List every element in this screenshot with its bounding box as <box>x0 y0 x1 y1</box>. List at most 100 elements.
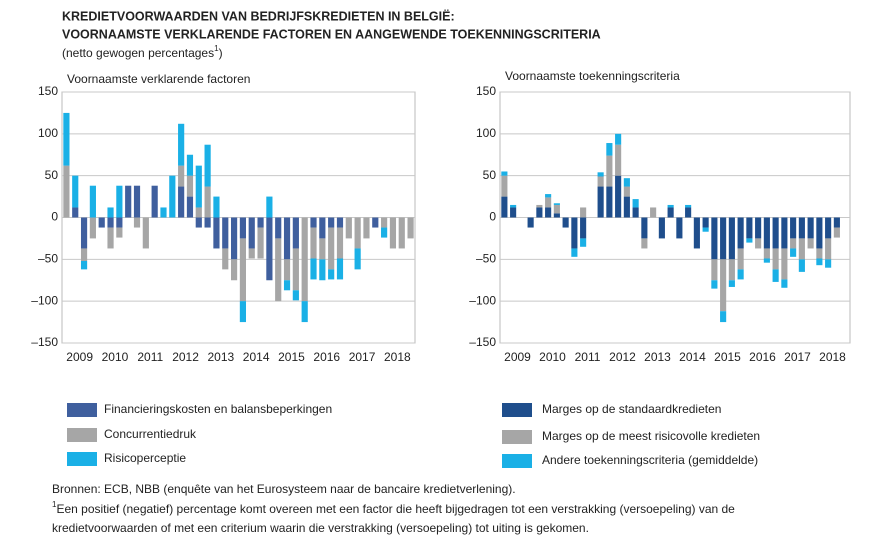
bar <box>720 217 727 260</box>
bar <box>222 217 229 249</box>
bar <box>213 217 220 249</box>
bar <box>580 217 587 239</box>
bar <box>195 207 202 218</box>
bar <box>107 217 114 228</box>
bar <box>301 217 308 302</box>
bar <box>711 259 718 281</box>
bar <box>407 217 414 239</box>
bar <box>571 217 578 249</box>
bar <box>398 217 405 249</box>
x-tick-label: 2017 <box>784 350 811 364</box>
bar <box>615 175 622 218</box>
bar <box>116 217 123 228</box>
bar <box>597 172 604 177</box>
bar <box>389 217 397 249</box>
bar <box>816 258 823 266</box>
legend-swatch <box>67 428 97 442</box>
note-text: Een positief (negatief) percentage komt … <box>56 502 735 516</box>
bar <box>763 248 770 259</box>
legend-label: Marges op de standaardkredieten <box>542 402 721 416</box>
bar <box>501 196 508 218</box>
subtitle-text: ) <box>219 46 223 60</box>
bar <box>266 217 273 281</box>
y-tick-label: –100 <box>469 293 496 307</box>
bar <box>606 143 613 156</box>
bar <box>711 217 718 260</box>
bar <box>125 185 132 218</box>
bar <box>553 213 560 218</box>
bar <box>328 217 335 228</box>
bar <box>737 217 744 249</box>
bar <box>133 217 141 228</box>
bar <box>72 207 79 218</box>
bar <box>510 207 517 218</box>
bar <box>790 248 797 257</box>
bar <box>763 258 770 263</box>
bar <box>107 207 114 218</box>
bar <box>632 199 639 208</box>
bar <box>755 238 762 249</box>
bar <box>292 290 299 301</box>
x-tick-label: 2016 <box>749 350 776 364</box>
x-tick-label: 2018 <box>384 350 411 364</box>
legend-label: Andere toekenningscriteria (gemiddelde) <box>542 453 758 467</box>
bar <box>798 259 805 272</box>
bar <box>248 248 255 259</box>
y-tick-label: –100 <box>31 293 58 307</box>
bar <box>275 238 282 302</box>
title: KREDIETVOORWAARDEN VAN BEDRIJFSKREDIETEN… <box>62 8 455 23</box>
bar <box>257 217 264 228</box>
y-tick-label: –50 <box>476 252 496 266</box>
bar <box>781 217 788 249</box>
bar <box>151 185 158 218</box>
y-tick-label: –150 <box>31 335 58 349</box>
subtitle-text: (netto gewogen percentages <box>62 46 214 60</box>
bar <box>606 186 613 218</box>
bar <box>623 196 630 218</box>
bar <box>545 194 552 198</box>
bar <box>536 207 543 218</box>
bar <box>790 238 797 249</box>
bar <box>381 217 388 228</box>
bar <box>310 258 317 280</box>
bar <box>562 217 569 228</box>
bar <box>737 248 744 270</box>
x-tick-label: 2014 <box>679 350 706 364</box>
bar <box>798 238 805 260</box>
bar <box>693 217 700 249</box>
x-tick-label: 2012 <box>172 350 199 364</box>
bar <box>553 204 560 214</box>
bar <box>381 227 388 238</box>
bar <box>755 217 762 239</box>
chart-title: Voornaamste verklarende factoren <box>67 72 250 86</box>
bar <box>510 204 517 208</box>
bar <box>501 171 508 176</box>
x-tick-label: 2017 <box>349 350 376 364</box>
bar <box>833 227 840 238</box>
y-tick-label: 50 <box>45 168 59 182</box>
bar <box>623 186 630 197</box>
bar <box>257 227 264 259</box>
bar <box>571 248 578 257</box>
bar <box>204 186 211 218</box>
x-tick-label: 2010 <box>102 350 129 364</box>
bar <box>98 217 105 228</box>
bar <box>615 133 622 145</box>
chart-title: Voornaamste toekenningscriteria <box>505 69 680 83</box>
bar <box>107 227 114 249</box>
bar <box>632 207 639 218</box>
bar <box>728 259 735 281</box>
bar <box>527 217 534 228</box>
bar <box>545 207 552 218</box>
bar <box>650 207 657 218</box>
bar <box>737 269 744 280</box>
bar <box>623 178 630 187</box>
bar <box>319 217 326 239</box>
x-tick-label: 2010 <box>539 350 566 364</box>
bar <box>89 217 96 239</box>
bar <box>178 186 185 218</box>
bar <box>807 238 814 249</box>
bar <box>720 259 727 312</box>
bar <box>825 217 832 239</box>
